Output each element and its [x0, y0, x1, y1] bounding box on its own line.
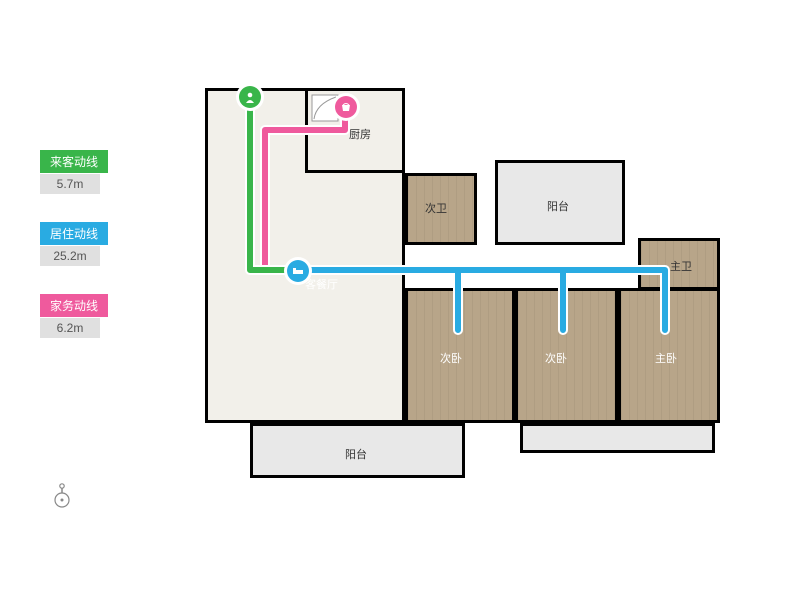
- legend-label: 来客动线: [40, 150, 108, 173]
- legend-label: 居住动线: [40, 222, 108, 245]
- legend-label: 家务动线: [40, 294, 108, 317]
- legend: 来客动线 5.7m 居住动线 25.2m 家务动线 6.2m: [40, 150, 108, 366]
- legend-value: 5.7m: [40, 174, 100, 194]
- label-bed1: 主卧: [655, 350, 677, 366]
- person-marker-icon: [239, 86, 261, 108]
- legend-value: 6.2m: [40, 318, 100, 338]
- label-balc_b: 阳台: [345, 446, 367, 462]
- label-bath2: 次卫: [425, 200, 447, 216]
- room-balcony-bottom2: [520, 423, 715, 453]
- legend-item-chore: 家务动线 6.2m: [40, 294, 108, 338]
- label-bed2: 次卧: [440, 350, 462, 366]
- legend-value: 25.2m: [40, 246, 100, 266]
- label-bath1: 主卫: [670, 258, 692, 274]
- label-living: 客餐厅: [305, 276, 338, 292]
- floorplan: 客餐厅 厨房 次卫 阳台 主卫 次卧 次卧 主卧 阳台: [175, 70, 745, 530]
- label-kitchen: 厨房: [349, 126, 371, 142]
- label-bed3: 次卧: [545, 350, 567, 366]
- legend-item-guest: 来客动线 5.7m: [40, 150, 108, 194]
- label-balc_r: 阳台: [547, 198, 569, 214]
- legend-item-living: 居住动线 25.2m: [40, 222, 108, 266]
- compass-icon: [48, 480, 76, 508]
- bucket-marker-icon: [335, 96, 357, 118]
